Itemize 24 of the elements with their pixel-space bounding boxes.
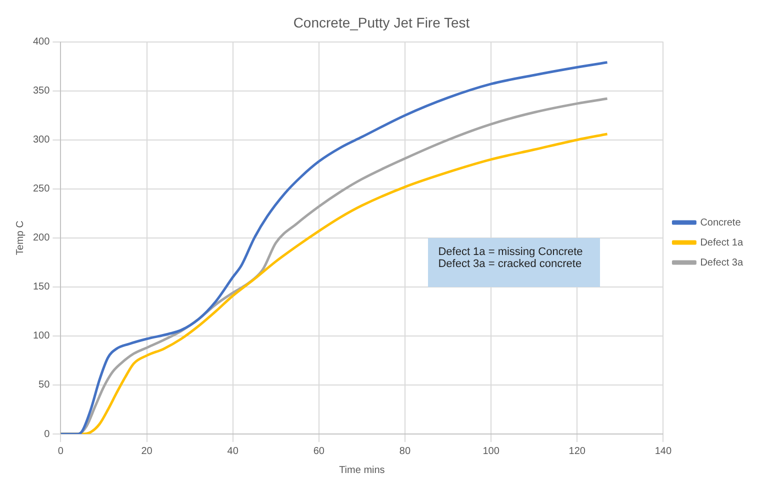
chart-title: Concrete_Putty Jet Fire Test <box>293 14 470 30</box>
x-tick-label: 20 <box>141 446 153 457</box>
y-tick-label: 150 <box>32 282 50 293</box>
y-tick-label: 100 <box>32 330 50 342</box>
x-tick-label: 80 <box>399 446 411 457</box>
x-tick-label: 0 <box>58 446 64 457</box>
y-tick-label: 400 <box>32 36 50 48</box>
y-tick-label: 50 <box>38 380 50 391</box>
note-box: Defect 1a = missing Concrete Defect 3a = cracked concrete <box>428 238 600 287</box>
y-axis-title: Temp C <box>14 220 26 256</box>
y-tick-label: 350 <box>32 86 50 97</box>
y-tick-label: 250 <box>32 184 50 195</box>
y-tick-label: 200 <box>32 232 50 244</box>
x-tick-label: 140 <box>654 446 672 457</box>
x-axis-title: Time mins <box>339 464 385 476</box>
x-tick-label: 100 <box>482 446 500 457</box>
legend-label: Defect 3a <box>700 257 744 268</box>
x-tick-label: 60 <box>313 446 325 457</box>
y-tick-label: 0 <box>44 428 50 440</box>
legend-label: Defect 1a <box>700 237 744 248</box>
x-tick-label: 120 <box>568 446 586 457</box>
y-tick-label: 300 <box>32 134 50 146</box>
x-tick-label: 40 <box>227 446 239 457</box>
legend-label: Concrete <box>700 217 742 228</box>
